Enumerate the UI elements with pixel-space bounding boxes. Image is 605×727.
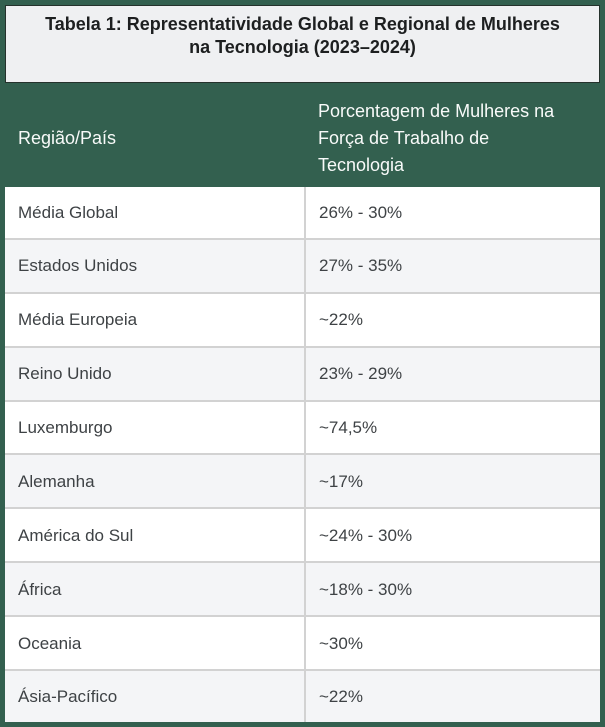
caption-table-gap xyxy=(5,83,600,90)
table-row: Média Europeia ~22% xyxy=(5,291,600,347)
table-title-line2: na Tecnologia (2023–2024) xyxy=(189,37,416,57)
table-row: Reino Unido 23% - 29% xyxy=(5,345,600,401)
region-cell: Ásia-Pacífico xyxy=(5,669,306,722)
value-cell: 23% - 29% xyxy=(305,345,600,401)
table-row: Estados Unidos 27% - 35% xyxy=(5,237,600,293)
value-cell: ~30% xyxy=(305,615,600,671)
data-table: Região/País Porcentagem de Mulheres na F… xyxy=(5,90,600,722)
value-cell: ~18% - 30% xyxy=(305,561,600,617)
value-cell: ~24% - 30% xyxy=(305,507,600,563)
region-cell: Média Global xyxy=(5,187,306,239)
region-cell: Alemanha xyxy=(5,453,306,509)
region-cell: Média Europeia xyxy=(5,291,306,347)
region-cell: Reino Unido xyxy=(5,345,306,401)
table-row: Luxemburgo ~74,5% xyxy=(5,399,600,455)
value-cell: ~17% xyxy=(305,453,600,509)
table-row: Ásia-Pacífico ~22% xyxy=(5,669,600,722)
region-cell: Estados Unidos xyxy=(5,237,306,293)
value-cell: ~22% xyxy=(305,669,600,722)
region-cell: América do Sul xyxy=(5,507,306,563)
value-cell: ~22% xyxy=(305,291,600,347)
header-row: Região/País Porcentagem de Mulheres na F… xyxy=(5,90,600,187)
value-cell: ~74,5% xyxy=(305,399,600,455)
table-row: América do Sul ~24% - 30% xyxy=(5,507,600,563)
table-row: Oceania ~30% xyxy=(5,615,600,671)
table-row: África ~18% - 30% xyxy=(5,561,600,617)
value-cell: 26% - 30% xyxy=(305,187,600,239)
table-row: Alemanha ~17% xyxy=(5,453,600,509)
region-cell: África xyxy=(5,561,306,617)
table-caption: Tabela 1: Representatividade Global e Re… xyxy=(5,5,600,83)
value-cell: 27% - 35% xyxy=(305,237,600,293)
region-cell: Oceania xyxy=(5,615,306,671)
column-header-region: Região/País xyxy=(5,90,305,187)
column-header-percentage: Porcentagem de Mulheres na Força de Trab… xyxy=(305,90,600,187)
table-title-line1: Tabela 1: Representatividade Global e Re… xyxy=(45,14,560,34)
table-row: Média Global 26% - 30% xyxy=(5,187,600,239)
region-cell: Luxemburgo xyxy=(5,399,306,455)
